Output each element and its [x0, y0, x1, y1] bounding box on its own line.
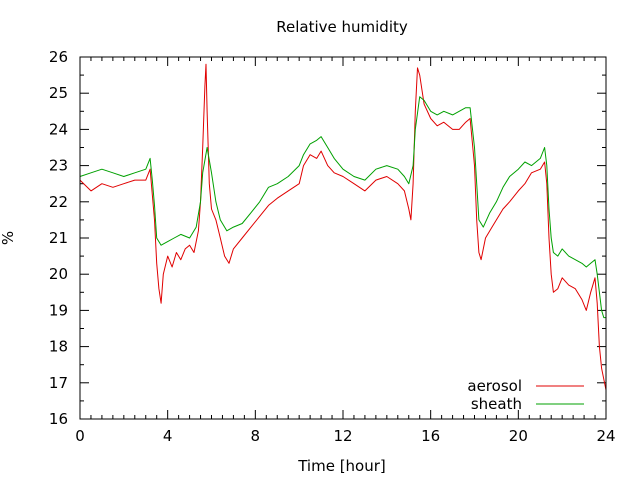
series-line-sheath — [79, 96, 606, 319]
legend-label-sheath: sheath — [471, 395, 522, 413]
y-tick-label: 25 — [49, 84, 68, 102]
legend-label-aerosol: aerosol — [467, 377, 522, 395]
series-lines — [79, 63, 607, 391]
y-tick-label: 23 — [49, 157, 68, 175]
y-tick-label: 21 — [49, 229, 68, 247]
x-tick-label: 16 — [421, 427, 440, 445]
y-tick-label: 16 — [49, 410, 68, 428]
y-tick-label: 26 — [49, 48, 68, 66]
y-tick-label: 20 — [49, 265, 68, 283]
x-tick-label: 24 — [596, 427, 615, 445]
plot-frame — [79, 56, 607, 420]
axis-ticks: 0 4 8 12 16 20 24 16 17 18 19 20 21 22 23 24 25 26 — [49, 48, 616, 445]
x-tick-label: 20 — [509, 427, 528, 445]
y-axis-label: % — [0, 231, 17, 245]
y-tick-label: 19 — [49, 301, 68, 319]
y-tick-label: 22 — [49, 193, 68, 211]
chart-title: Relative humidity — [276, 18, 408, 36]
y-tick-label: 18 — [49, 338, 68, 356]
x-tick-label: 4 — [163, 427, 173, 445]
x-tick-label: 12 — [333, 427, 352, 445]
y-tick-label: 17 — [49, 374, 68, 392]
x-axis-label: Time [hour] — [297, 457, 386, 475]
x-tick-label: 8 — [251, 427, 261, 445]
y-tick-label: 24 — [49, 120, 68, 138]
x-tick-label: 0 — [75, 427, 85, 445]
series-line-aerosol — [79, 63, 607, 391]
